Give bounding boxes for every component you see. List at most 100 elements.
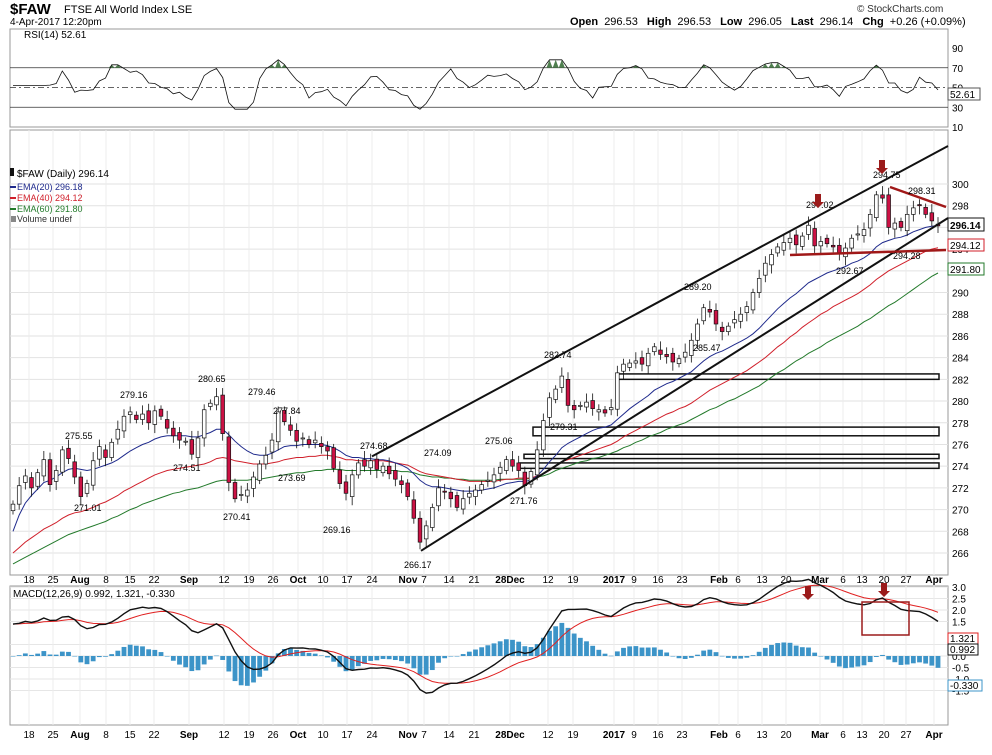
last-price-tag-box <box>947 217 985 232</box>
price-y-tick: 280 <box>952 397 969 408</box>
macd-hist-bar <box>787 642 793 656</box>
x-tick-label: 25 <box>47 730 59 741</box>
price-annotation: 275.55 <box>65 431 93 441</box>
x-tick-label: 24 <box>366 730 378 741</box>
macd-hist-bar <box>201 656 207 665</box>
x-tick-label: Sep <box>180 575 198 586</box>
macd-hist-bar <box>460 654 466 656</box>
candle-body <box>775 246 780 254</box>
candle-body <box>282 409 287 423</box>
candle-body <box>103 449 108 458</box>
x-tick-label: 24 <box>366 575 378 586</box>
macd-hist-bar <box>399 656 404 662</box>
macd-hist-bar <box>830 656 836 663</box>
macd-hist-bar <box>843 656 848 669</box>
candle-body <box>238 494 244 496</box>
x-tick-label: 6 <box>735 575 741 586</box>
candle-body <box>189 439 195 455</box>
price-annotation: 279.31 <box>550 422 578 432</box>
macd-hist-bar <box>349 656 355 670</box>
x-axis-labels-macd: 18 25 Aug 8 15 22 Sep 12 19 26 Oct 10 17 24 Nov 7 14 21 28… <box>23 730 942 741</box>
price-annotation: 271.76 <box>510 496 538 506</box>
macd-hist-bar <box>824 656 830 660</box>
macd-hist-bar <box>651 647 657 656</box>
candle-body <box>664 354 669 357</box>
macd-hist-bar <box>485 645 491 656</box>
price-y-tick: 282 <box>952 375 969 386</box>
price-annotation: 289.20 <box>684 282 712 292</box>
chg-label: Chg <box>862 16 883 28</box>
candles <box>10 186 941 550</box>
macd-hist-bar <box>281 648 287 656</box>
macd-hist-bar <box>374 656 380 661</box>
price-y-tick: 272 <box>952 484 969 495</box>
macd-hist-bar <box>781 642 787 656</box>
candle-body <box>615 372 620 410</box>
candle-body <box>824 237 830 245</box>
x-tick-label: 20 <box>878 730 890 741</box>
candle-body <box>510 459 515 467</box>
candle-body <box>707 309 713 313</box>
candle-body <box>682 351 688 358</box>
candle-body <box>541 420 546 451</box>
candle-body <box>793 234 799 246</box>
index-name: FTSE All World Index LSE <box>64 4 192 16</box>
macd-hist-bar <box>688 656 694 658</box>
macd-hist-bar <box>917 656 922 663</box>
candle-body <box>855 233 861 236</box>
macd-hist-bar <box>719 655 725 657</box>
trendlines <box>371 145 949 552</box>
legend-ema40: EMA(40) 294.12 <box>17 193 83 203</box>
macd-hist-bar <box>331 656 337 662</box>
macd-hist-bar <box>898 656 904 665</box>
candle-body <box>251 476 256 489</box>
candle-body <box>929 212 935 222</box>
macd-hist-bar <box>713 652 719 656</box>
x-tick-label: 10 <box>317 575 329 586</box>
x-tick-label: 2017 <box>603 730 626 741</box>
candle-body <box>393 470 398 480</box>
x-tick-label: Feb <box>710 730 728 741</box>
macd-hist-bar <box>47 654 53 656</box>
macd-y-tick: 2.5 <box>952 595 966 606</box>
candle-body <box>627 362 632 368</box>
down-arrow-icon <box>812 194 824 208</box>
x-tick-label: Sep <box>180 730 198 741</box>
candle-body <box>164 419 170 429</box>
macd-hist-bar <box>639 647 645 656</box>
macd-hist-bar <box>164 656 170 657</box>
candle-body <box>72 461 77 478</box>
x-tick-label: Nov <box>399 575 418 586</box>
candle-body <box>658 349 663 355</box>
x-tick-label: 15 <box>124 575 136 586</box>
candle-body <box>41 459 47 477</box>
price-annotations: 271.01 275.55 279.16 274.51 280.65 270.41 279.… <box>65 170 936 570</box>
candle-body <box>516 462 521 471</box>
candle-body <box>90 460 96 486</box>
candle-body <box>645 352 651 367</box>
macd-y-tick: -0.5 <box>952 664 970 675</box>
candle-body <box>867 214 873 229</box>
x-tick-label: 14 <box>443 730 455 741</box>
price-annotation: 298.31 <box>908 186 936 196</box>
symbol-label: $FAW <box>10 1 52 18</box>
macd-hist-bar <box>41 651 47 656</box>
candle-body <box>29 477 34 489</box>
x-tick-label: Apr <box>925 730 942 741</box>
candle-body <box>66 447 71 459</box>
macd-hist-bar <box>183 656 189 668</box>
candle-body <box>800 235 805 247</box>
candle-body <box>738 313 743 322</box>
price-arrows <box>812 160 888 208</box>
candle-body <box>368 460 373 469</box>
candle-body <box>528 471 534 485</box>
macd-hist-bar <box>466 651 472 656</box>
candle-body <box>232 482 238 500</box>
macd-hist-bar <box>861 656 867 666</box>
macd-hist-bar <box>756 651 762 656</box>
quote-line: Open 296.53 High 296.53 Low 296.05 Last … <box>570 16 966 28</box>
candle-body <box>423 525 429 540</box>
macd-y-tick: 3.0 <box>952 583 966 594</box>
price-annotation: 270.41 <box>223 512 251 522</box>
